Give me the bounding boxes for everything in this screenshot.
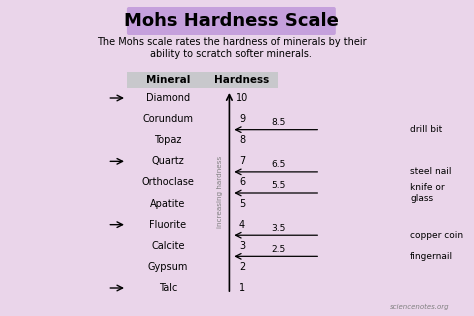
Text: 6: 6 — [239, 178, 245, 187]
Text: Quartz: Quartz — [152, 156, 184, 166]
Text: sciencenotes.org: sciencenotes.org — [390, 304, 449, 310]
Text: 3.5: 3.5 — [271, 224, 285, 233]
Text: 2: 2 — [239, 262, 245, 272]
Text: Talc: Talc — [159, 283, 177, 293]
Text: 8: 8 — [239, 135, 245, 145]
Text: 6.5: 6.5 — [271, 161, 285, 169]
Text: Calcite: Calcite — [151, 241, 185, 251]
Text: 9: 9 — [239, 114, 245, 124]
Text: Mineral: Mineral — [146, 75, 190, 85]
Text: fingernail: fingernail — [410, 252, 453, 261]
Text: 5: 5 — [239, 198, 245, 209]
Text: Topaz: Topaz — [154, 135, 182, 145]
FancyBboxPatch shape — [127, 7, 336, 35]
Text: 1: 1 — [239, 283, 245, 293]
Text: 8.5: 8.5 — [271, 118, 285, 127]
Text: Orthoclase: Orthoclase — [141, 178, 194, 187]
Text: 7: 7 — [239, 156, 245, 166]
Text: copper coin: copper coin — [410, 231, 463, 240]
Text: Mohs Hardness Scale: Mohs Hardness Scale — [124, 12, 339, 30]
Text: 4: 4 — [239, 220, 245, 230]
Text: 3: 3 — [239, 241, 245, 251]
Text: Apatite: Apatite — [150, 198, 186, 209]
Text: steel nail: steel nail — [410, 167, 452, 176]
Text: knife or
glass: knife or glass — [410, 183, 445, 203]
Text: Diamond: Diamond — [146, 93, 190, 103]
Text: The Mohs scale rates the hardness of minerals by their
ability to scratch softer: The Mohs scale rates the hardness of min… — [97, 37, 366, 59]
Text: drill bit: drill bit — [410, 125, 442, 134]
Text: 5.5: 5.5 — [271, 181, 285, 191]
Text: Corundum: Corundum — [142, 114, 193, 124]
Text: Gypsum: Gypsum — [148, 262, 188, 272]
Text: increasing hardness: increasing hardness — [217, 156, 223, 228]
Text: Fluorite: Fluorite — [149, 220, 186, 230]
Text: Hardness: Hardness — [214, 75, 270, 85]
Text: 10: 10 — [236, 93, 248, 103]
Text: 2.5: 2.5 — [271, 245, 285, 254]
FancyBboxPatch shape — [127, 72, 278, 88]
